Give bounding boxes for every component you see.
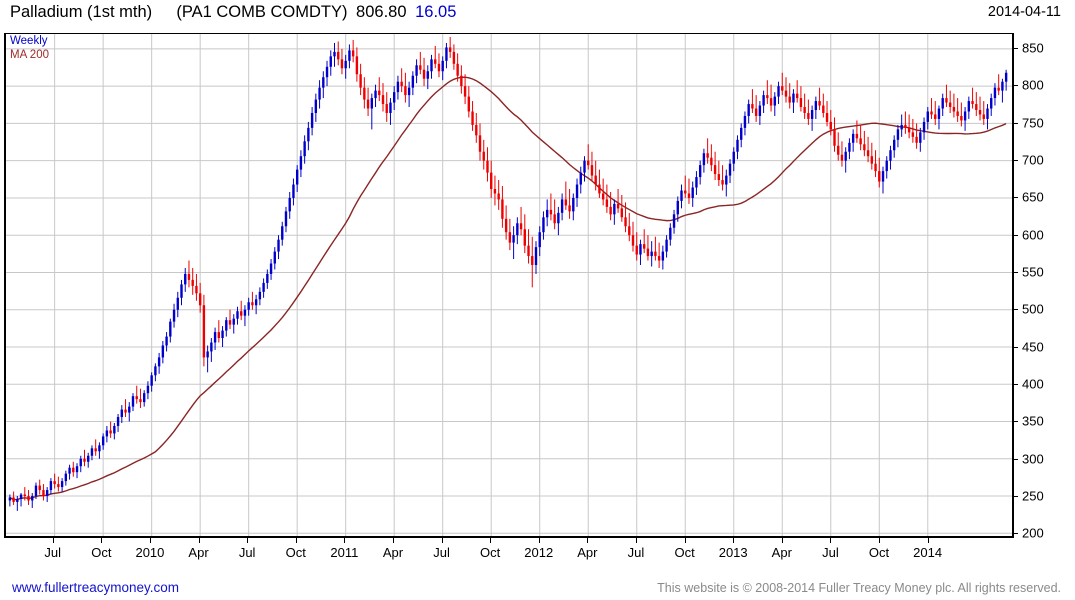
y-axis-label: 450 — [1022, 339, 1044, 355]
chart-plot-area — [4, 33, 1012, 537]
x-axis-label: 2014 — [913, 545, 943, 560]
x-axis-label: Jul — [433, 545, 450, 560]
x-axis-label: Oct — [91, 545, 112, 560]
y-axis-label: 850 — [1022, 40, 1044, 56]
y-axis-label: 600 — [1022, 227, 1044, 243]
x-axis-label: Apr — [577, 545, 598, 560]
x-axis-label: Jul — [44, 545, 62, 560]
y-axis-label: 250 — [1022, 488, 1044, 504]
y-axis-label: 200 — [1022, 525, 1044, 541]
x-axis-label: 2011 — [330, 545, 359, 560]
chart-date: 2014-04-11 — [987, 4, 1061, 20]
y-axis — [1012, 33, 1014, 538]
y-axis-label: 800 — [1022, 77, 1044, 93]
page-title: Palladium (1st mth) (PA1 COMB COMDTY) 80… — [10, 3, 460, 22]
y-axis-label: 700 — [1022, 152, 1044, 168]
x-axis-label: Oct — [674, 545, 695, 560]
x-axis-label: Jul — [238, 545, 256, 560]
y-axis-label: 300 — [1022, 451, 1044, 467]
x-axis-label: Apr — [188, 545, 209, 560]
y-axis-label: 750 — [1022, 115, 1044, 131]
x-axis-label: 2010 — [135, 545, 165, 560]
copyright-notice: This website is © 2008-2014 Fuller Treac… — [657, 581, 1061, 595]
chart-header: Palladium (1st mth) (PA1 COMB COMDTY) 80… — [0, 0, 1075, 30]
site-link[interactable]: www.fullertreacymoney.com — [12, 580, 180, 595]
y-axis-label: 400 — [1022, 376, 1044, 392]
candlestick-chart — [6, 34, 1012, 537]
x-axis-label: 2013 — [718, 545, 748, 560]
price-change: 16.05 — [415, 3, 457, 21]
x-axis-label: 2012 — [524, 545, 554, 560]
y-axis-label: 550 — [1022, 264, 1044, 280]
y-axis-label: 650 — [1022, 189, 1044, 205]
x-axis-label: Oct — [480, 545, 501, 560]
y-axis-label: 350 — [1022, 413, 1044, 429]
legend-item-ma200: MA 200 — [10, 49, 49, 61]
ticker-symbol: (PA1 COMB COMDTY) — [176, 3, 348, 21]
y-axis-label: 500 — [1022, 301, 1044, 317]
x-axis-label: Jul — [627, 545, 645, 560]
x-axis-label: Apr — [382, 545, 404, 560]
instrument-name: Palladium (1st mth) — [10, 3, 153, 21]
chart-legend: Weekly MA 200 — [10, 34, 49, 62]
x-axis — [4, 536, 1014, 538]
legend-item-weekly: Weekly — [10, 35, 48, 47]
x-axis-label: Jul — [822, 545, 839, 560]
x-axis-label: Oct — [285, 545, 306, 560]
last-price: 806.80 — [356, 3, 407, 21]
x-axis-label: Apr — [771, 545, 792, 560]
x-axis-label: Oct — [868, 545, 890, 560]
